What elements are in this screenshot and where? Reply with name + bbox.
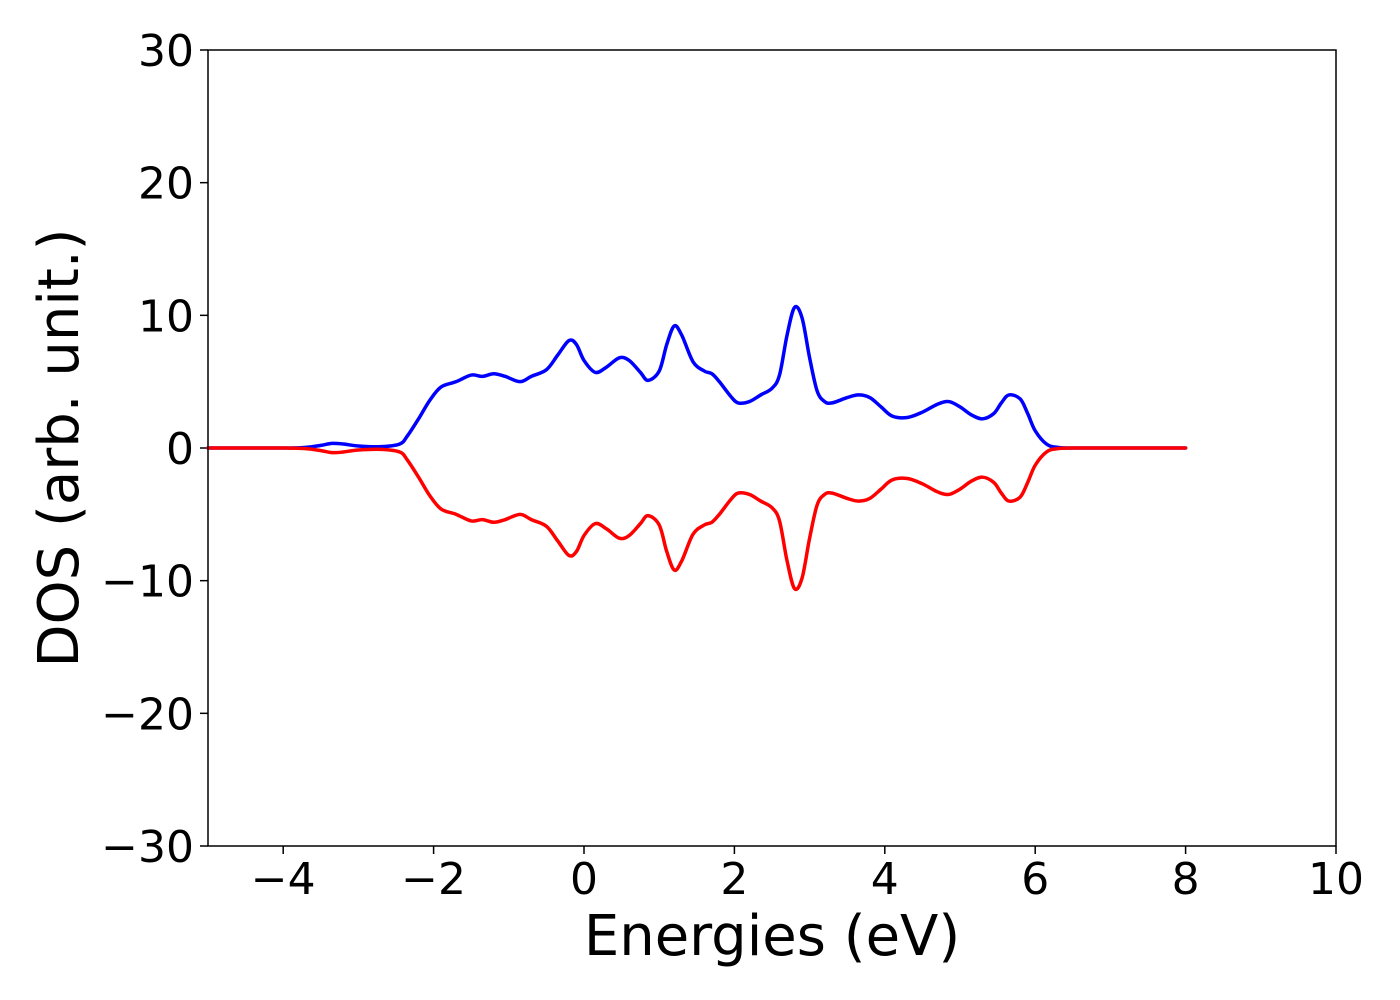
plot-frame <box>207 49 1337 847</box>
x-tick-label: 6 <box>1021 854 1049 905</box>
x-tick-label: 4 <box>871 854 899 905</box>
series-line-red <box>206 446 1188 592</box>
y-tick-label: 10 <box>138 291 194 342</box>
y-tick-label: −30 <box>101 822 194 873</box>
y-tick-label: 30 <box>138 26 194 77</box>
y-tick-label: −10 <box>101 557 194 608</box>
x-tick-label: −2 <box>401 854 466 905</box>
x-axis-title: Energies (eV) <box>584 904 960 969</box>
y-tick-label: 20 <box>138 159 194 210</box>
y-axis-title: DOS (arb. unit.) <box>27 228 92 667</box>
x-tick-label: 8 <box>1172 854 1200 905</box>
x-tick-label: 2 <box>720 854 748 905</box>
y-tick-label: 0 <box>166 424 194 475</box>
x-tick-label: 10 <box>1308 854 1364 905</box>
series-layer <box>206 304 1188 592</box>
x-tick-label: −4 <box>251 854 316 905</box>
y-tick-label: −20 <box>101 689 194 740</box>
series-line-blue <box>206 304 1188 450</box>
x-tick-label: 0 <box>570 854 598 905</box>
